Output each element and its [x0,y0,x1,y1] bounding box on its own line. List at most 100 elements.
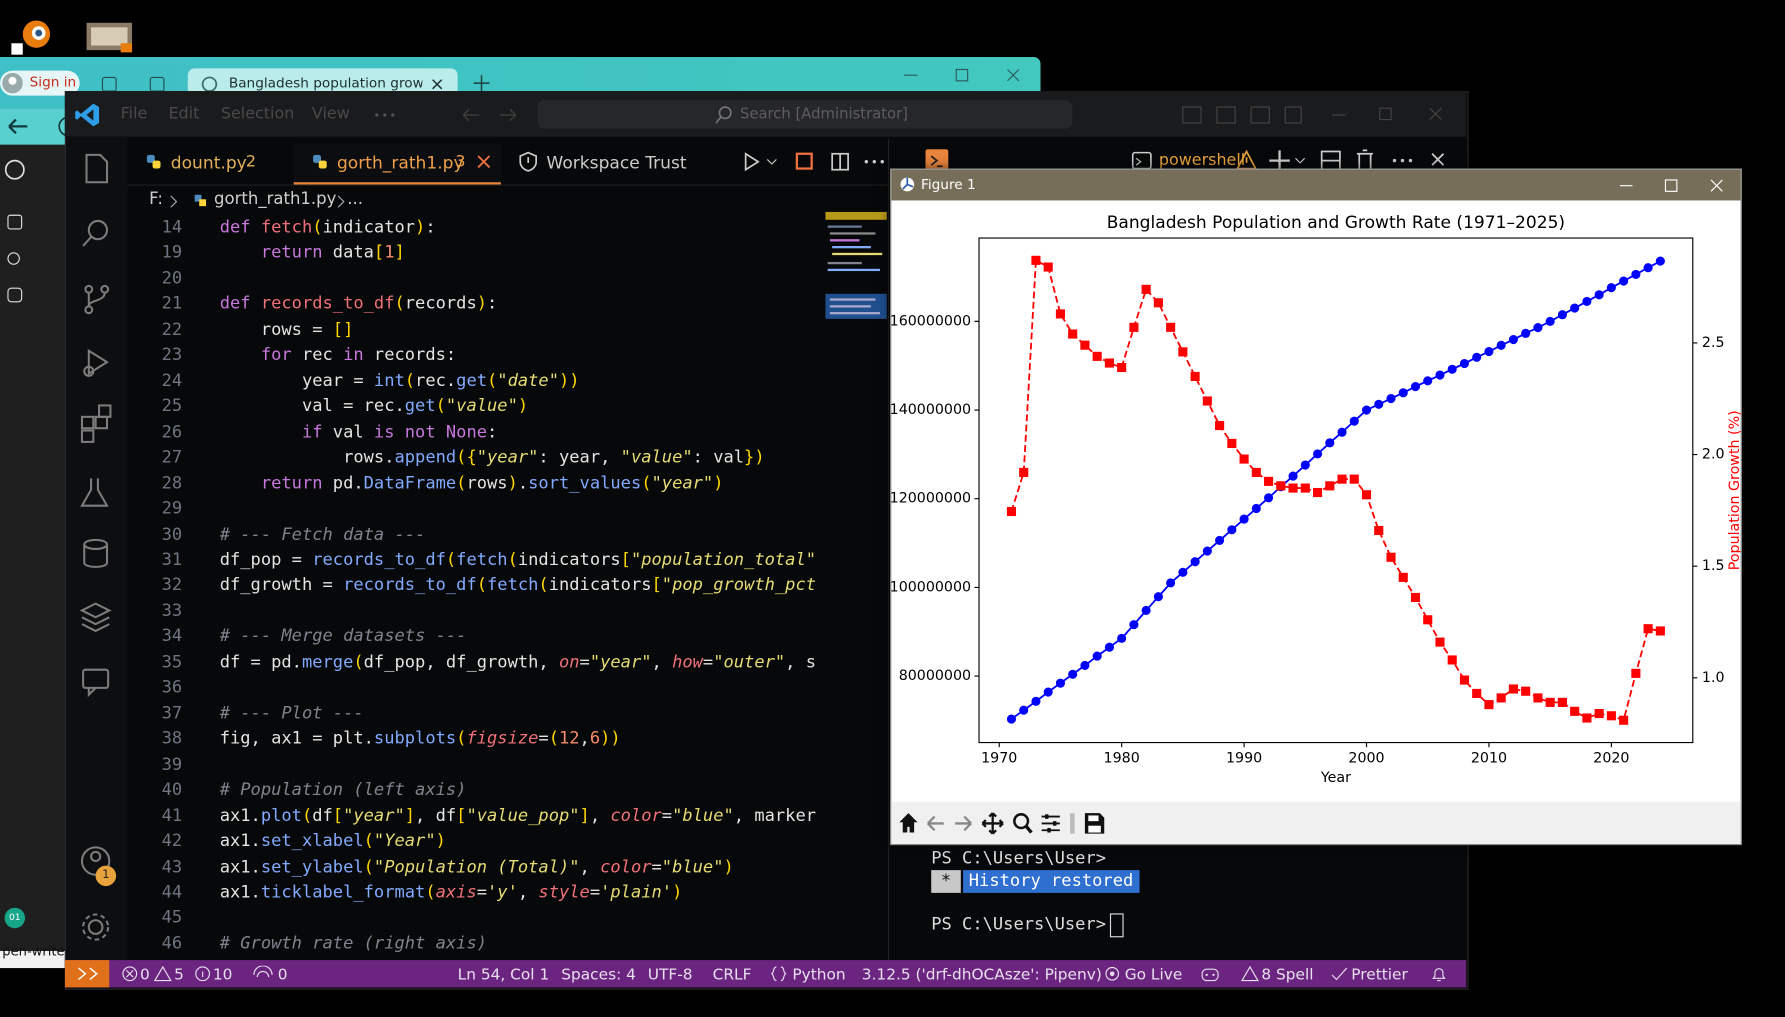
search-placeholder[interactable]: Search [Administrator] [739,105,908,124]
sign-in-label[interactable]: Sign in [29,74,77,90]
code-text: ax1.plot(df["year"], df["value_pop"], co… [219,804,817,826]
code-text: # Growth rate (right axis) [220,930,487,955]
code-text: # --- Fetch data --- [220,521,426,546]
cursor-position[interactable]: Ln 54, Col 1 [457,965,550,985]
code-token: # --- Fetch data --- [219,523,426,544]
breadcrumb-item[interactable]: F: [149,190,163,209]
shell-name[interactable]: powershell [1158,151,1246,170]
command-search[interactable]: Search [Administrator] [537,100,1073,129]
line-number: 31 [161,548,183,570]
line-number: 25 [161,395,183,416]
code-line: 40 # Population (left axis) [137,777,820,802]
nav-arrows[interactable] [461,105,518,126]
video-icon[interactable] [86,21,137,55]
marker [1410,381,1421,392]
blender-icon[interactable] [9,11,59,57]
account-badge[interactable]: 1 [95,865,117,887]
code-token: ( [487,369,498,391]
editor-tab-active[interactable]: gorth_rath1.py 3 [293,143,501,185]
code-token: ( [404,369,416,391]
profile-badge[interactable]: 01 [4,907,26,929]
menu-item[interactable]: Selection [220,104,295,124]
tab-bar [127,138,888,186]
formatter[interactable]: Prettier [1351,965,1408,985]
notifications[interactable] [1430,965,1448,983]
warning-count[interactable]: 5 [174,965,184,985]
line-number: 34 [161,625,183,647]
marker [1104,358,1114,368]
marker [1031,255,1041,265]
remote-indicator[interactable] [64,960,110,988]
language-mode[interactable]: Python [792,965,846,985]
tab-name[interactable]: gorth_rath1.py [336,152,464,174]
code-token: ) [600,727,611,749]
marker [1141,284,1151,294]
editor-tab[interactable]: Workspace Trust [512,144,687,183]
code-token: ( [456,446,467,468]
menu-item[interactable]: Edit [168,104,200,124]
spell-check[interactable]: 8 Spell [1261,965,1314,985]
terminal-actions[interactable] [1236,148,1452,173]
code-token: set_ylabel [260,855,364,877]
line-endings[interactable]: CRLF [712,965,752,985]
code-line: 41 ax1.plot(df["year"], df["value_pop"], … [137,802,820,827]
info-count[interactable]: 10 [212,965,233,985]
copilot-icon[interactable] [1201,966,1219,982]
indentation[interactable]: Spaces: 4 [561,965,636,985]
sign-in-button[interactable]: Sign in [0,70,80,96]
code-text: ax1.set_ylabel("Population (Total)", col… [219,855,734,877]
terminal-icon[interactable] [924,148,951,173]
marker [1606,711,1616,721]
code-token: ( [641,472,652,493]
marker [1043,262,1053,272]
browser-sidebar-icons[interactable] [2,159,29,364]
code-text: fig, ax1 = plt.subplots(figsize=(12,6)) [219,727,621,749]
tab-name[interactable]: dount.py [170,152,247,174]
layout-controls[interactable] [1179,104,1452,127]
breadcrumb-item[interactable]: gorth_rath1.py [214,190,337,209]
y-tick-label: 140000000 [891,402,971,418]
tab-close[interactable] [477,155,491,169]
line-number: 30 [161,523,183,544]
menu-item[interactable]: View [311,104,350,124]
menu-more[interactable] [373,109,396,120]
code-token: # Growth rate (right axis) [219,932,488,954]
marker [1129,620,1139,630]
minimap[interactable] [825,211,888,337]
python-interpreter[interactable]: 3.12.5 ('drf-dhOCAsze': Pipenv) [861,965,1102,985]
code-token: 'plain' [600,881,673,902]
editor-actions[interactable] [740,150,888,173]
marker [1141,605,1151,616]
encoding[interactable]: UTF-8 [647,965,693,985]
marker [1557,697,1567,707]
marker [1349,416,1359,426]
menu-item[interactable]: File [120,104,148,124]
editor-tab[interactable]: dount.py 2 [134,144,288,183]
figure-window-controls[interactable] [1609,178,1734,194]
marker [1202,396,1212,406]
tab-title[interactable]: Bangladesh population growth g [228,75,423,92]
activity-icons[interactable] [77,148,116,945]
breadcrumb-item[interactable]: ... [347,190,363,209]
history-marker: * [931,870,961,893]
marker [1117,633,1127,643]
code-token: "date" [497,369,559,391]
marker [1496,340,1506,350]
code-token: "pop_growth_pct [661,574,817,596]
tab-close[interactable] [431,79,443,90]
tab-problems[interactable]: 3 [455,152,466,171]
error-count[interactable]: 0 [140,965,150,985]
taskbar-label[interactable]: pen-write... [2,943,78,959]
toolbar-buttons[interactable] [898,811,1114,836]
new-tab[interactable] [473,75,490,92]
line-number: 35 [161,651,183,672]
ports-count[interactable]: 0 [277,965,288,985]
taskbar-item[interactable]: pen-write... [0,943,77,969]
x-tick-label: 1970 [981,751,1017,767]
tab-problems[interactable]: 2 [245,152,257,171]
tab-name[interactable]: Workspace Trust [546,152,687,174]
code-token: "blue" [672,804,734,826]
go-live[interactable]: Go Live [1124,965,1183,985]
code-token: [ [373,241,385,263]
window-controls[interactable] [899,66,1024,84]
